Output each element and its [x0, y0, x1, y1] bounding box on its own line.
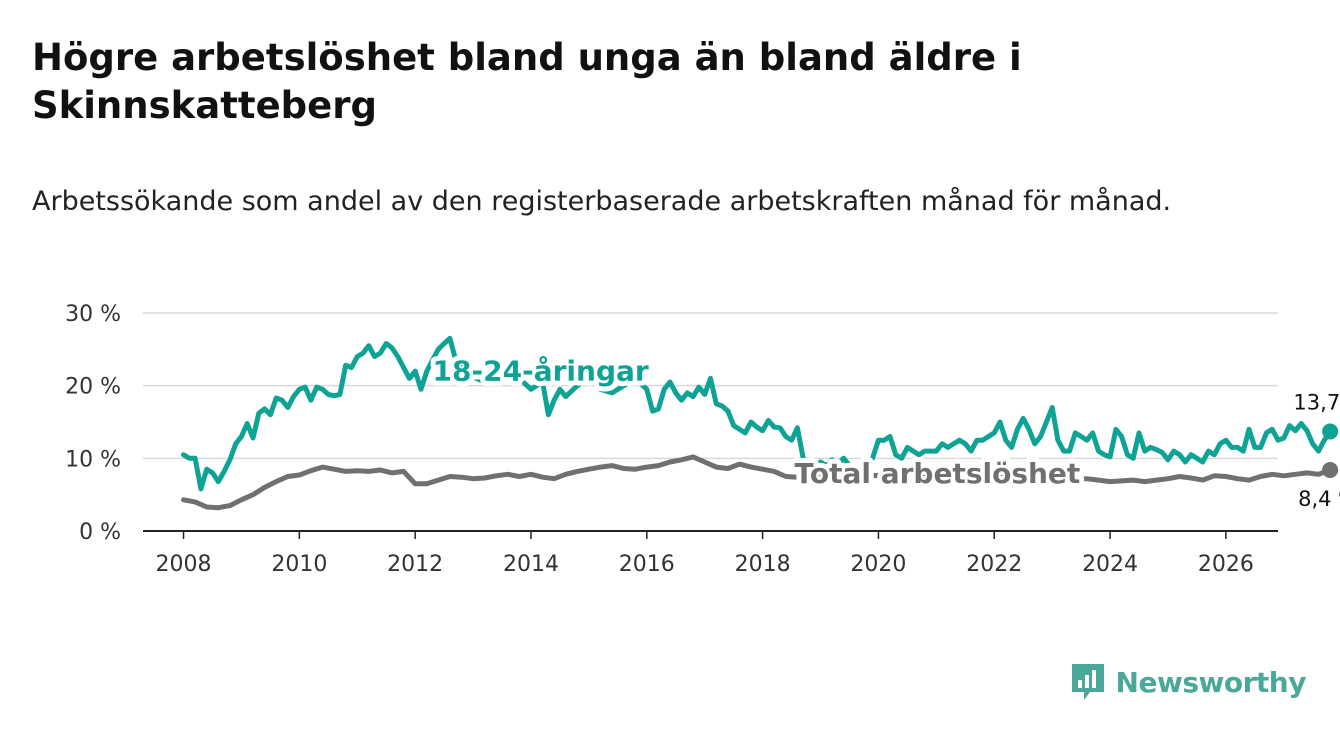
- y-tick-label: 0 %: [79, 520, 121, 545]
- chart-subtitle: Arbetssökande som andel av den registerb…: [32, 186, 1172, 217]
- series-label-youth: 18-24-åringar: [433, 355, 649, 388]
- end-label-total: 8,4 %: [1298, 487, 1340, 511]
- y-tick-label: 20 %: [65, 375, 121, 400]
- x-tick-label: 2020: [850, 552, 906, 577]
- y-tick-label: 30 %: [65, 302, 121, 327]
- series-end-marker: [1322, 461, 1339, 478]
- x-tick-label: 2010: [271, 552, 327, 577]
- x-tick-label: 2024: [1082, 552, 1138, 577]
- x-tick-label: 2016: [619, 552, 675, 577]
- series-end-marker: [1322, 423, 1339, 440]
- x-tick-label: 2018: [735, 552, 791, 577]
- x-tick-label: 2026: [1198, 552, 1254, 577]
- brand-name: Newsworthy: [1115, 665, 1307, 699]
- series-label-total: Total arbetslöshet: [794, 457, 1080, 490]
- series-line: [181, 335, 1333, 492]
- newsworthy-logo-icon: [1071, 664, 1104, 700]
- x-tick-label: 2012: [387, 552, 443, 577]
- series-labels: 18-24-åringar Total arbetslöshet 13,7 % 8,4…: [428, 350, 1340, 514]
- newsworthy-brand: Newsworthy: [1070, 660, 1307, 704]
- chart-title: Högre arbetslöshet bland unga än bland ä…: [32, 36, 1022, 127]
- x-axis-ticks: 2008 2010 2012 2014 2016 2018 2020 2022 2024 2026: [156, 531, 1254, 577]
- x-tick-label: 2008: [156, 552, 212, 577]
- y-axis-ticks: 0 % 10 % 20 % 30 %: [65, 302, 121, 545]
- x-tick-label: 2014: [503, 552, 559, 577]
- series-line: [181, 454, 1333, 511]
- y-tick-label: 10 %: [65, 447, 121, 472]
- x-tick-label: 2022: [966, 552, 1022, 577]
- end-label-youth: 13,7 %: [1293, 390, 1340, 414]
- series-lines: [181, 335, 1333, 511]
- end-markers: [1322, 423, 1339, 478]
